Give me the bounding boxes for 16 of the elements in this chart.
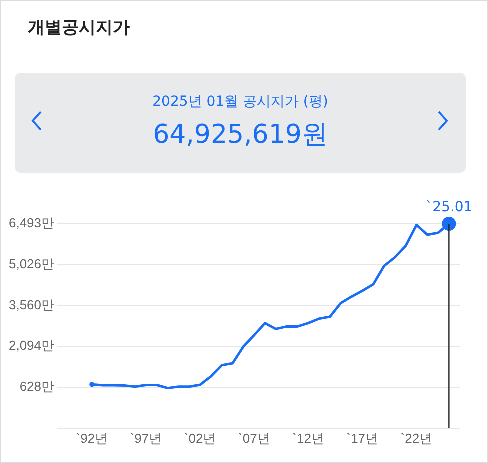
- x-tick-label: `17년: [346, 430, 379, 446]
- x-tick-label: `22년: [400, 430, 433, 446]
- x-tick-label: `97년: [130, 430, 162, 446]
- chart-subtitle: 2025년 01월 공시지가 (평): [152, 93, 330, 111]
- y-tick-label: 2,094만: [8, 338, 55, 354]
- y-tick-label: 6,493만: [8, 216, 55, 231]
- x-tick-label: `12년: [292, 430, 324, 446]
- x-tick-label: `07년: [238, 430, 270, 446]
- y-tick-label: 628만: [20, 379, 55, 394]
- annotation: `25.01: [426, 200, 473, 216]
- text: 64,925,619원: [152, 119, 329, 152]
- x-tick-label: `92년: [76, 430, 108, 446]
- y-tick-label: 5,026만: [8, 256, 55, 272]
- y-tick-label: 3,560만: [8, 297, 55, 312]
- x-tick-label: `02년: [184, 430, 216, 446]
- chart-title: 개별공시지가: [28, 17, 130, 39]
